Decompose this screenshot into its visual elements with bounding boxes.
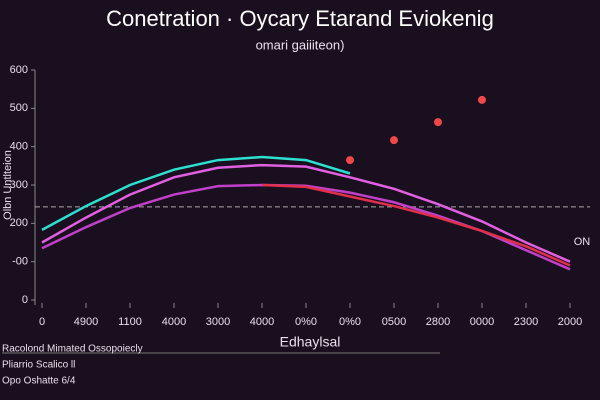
x-axis-label: Edhaylsal bbox=[280, 334, 341, 350]
x-tick-label: 0%0 bbox=[339, 316, 361, 328]
footer-note: Opo Oshatte 6/4 bbox=[2, 376, 76, 387]
x-tick-label: 2300 bbox=[514, 316, 538, 328]
footer-note: Pliarrio Scalico ll bbox=[2, 360, 75, 371]
dot bbox=[346, 156, 354, 165]
dot bbox=[478, 95, 486, 104]
x-tick-label: 2000 bbox=[558, 316, 582, 328]
x-tick-label: 4000 bbox=[162, 316, 186, 328]
x-tick-label: 0000 bbox=[470, 316, 494, 328]
y-tick-label: 500 bbox=[10, 102, 28, 114]
series-line bbox=[261, 183, 571, 267]
x-tick-label: 2800 bbox=[426, 316, 450, 328]
y-axis-label: Olbn Untlteion bbox=[2, 150, 14, 220]
x-tick-label: 4000 bbox=[250, 316, 274, 328]
chart-title: Conetration · Oycary Etarand Eviokenig bbox=[106, 6, 494, 31]
y-tick-label: 600 bbox=[10, 64, 28, 76]
y-tick-label: 400 bbox=[10, 141, 28, 153]
x-tick-label: 0 bbox=[39, 316, 45, 328]
y-tick-label: -00 bbox=[12, 256, 28, 268]
x-tick-label: 4900 bbox=[74, 316, 98, 328]
footer-note: Racolond Mimated Ossopoiecly bbox=[2, 344, 143, 355]
y-tick-label: 0 bbox=[22, 294, 28, 306]
x-tick-label: 1100 bbox=[118, 316, 142, 328]
x-tick-label: 3000 bbox=[206, 316, 230, 328]
x-tick-label: 0500 bbox=[382, 316, 406, 328]
dot bbox=[434, 118, 442, 127]
chart-subtitle: omari gaiiiteon) bbox=[256, 37, 345, 52]
dot bbox=[390, 136, 398, 145]
series-line bbox=[41, 155, 351, 231]
y-tick-label: 300 bbox=[10, 179, 28, 191]
y-tick-label: 200 bbox=[10, 217, 28, 229]
x-tick-label: 0%0 bbox=[295, 316, 317, 328]
annotation: ON bbox=[574, 236, 591, 248]
series-line bbox=[41, 163, 571, 263]
